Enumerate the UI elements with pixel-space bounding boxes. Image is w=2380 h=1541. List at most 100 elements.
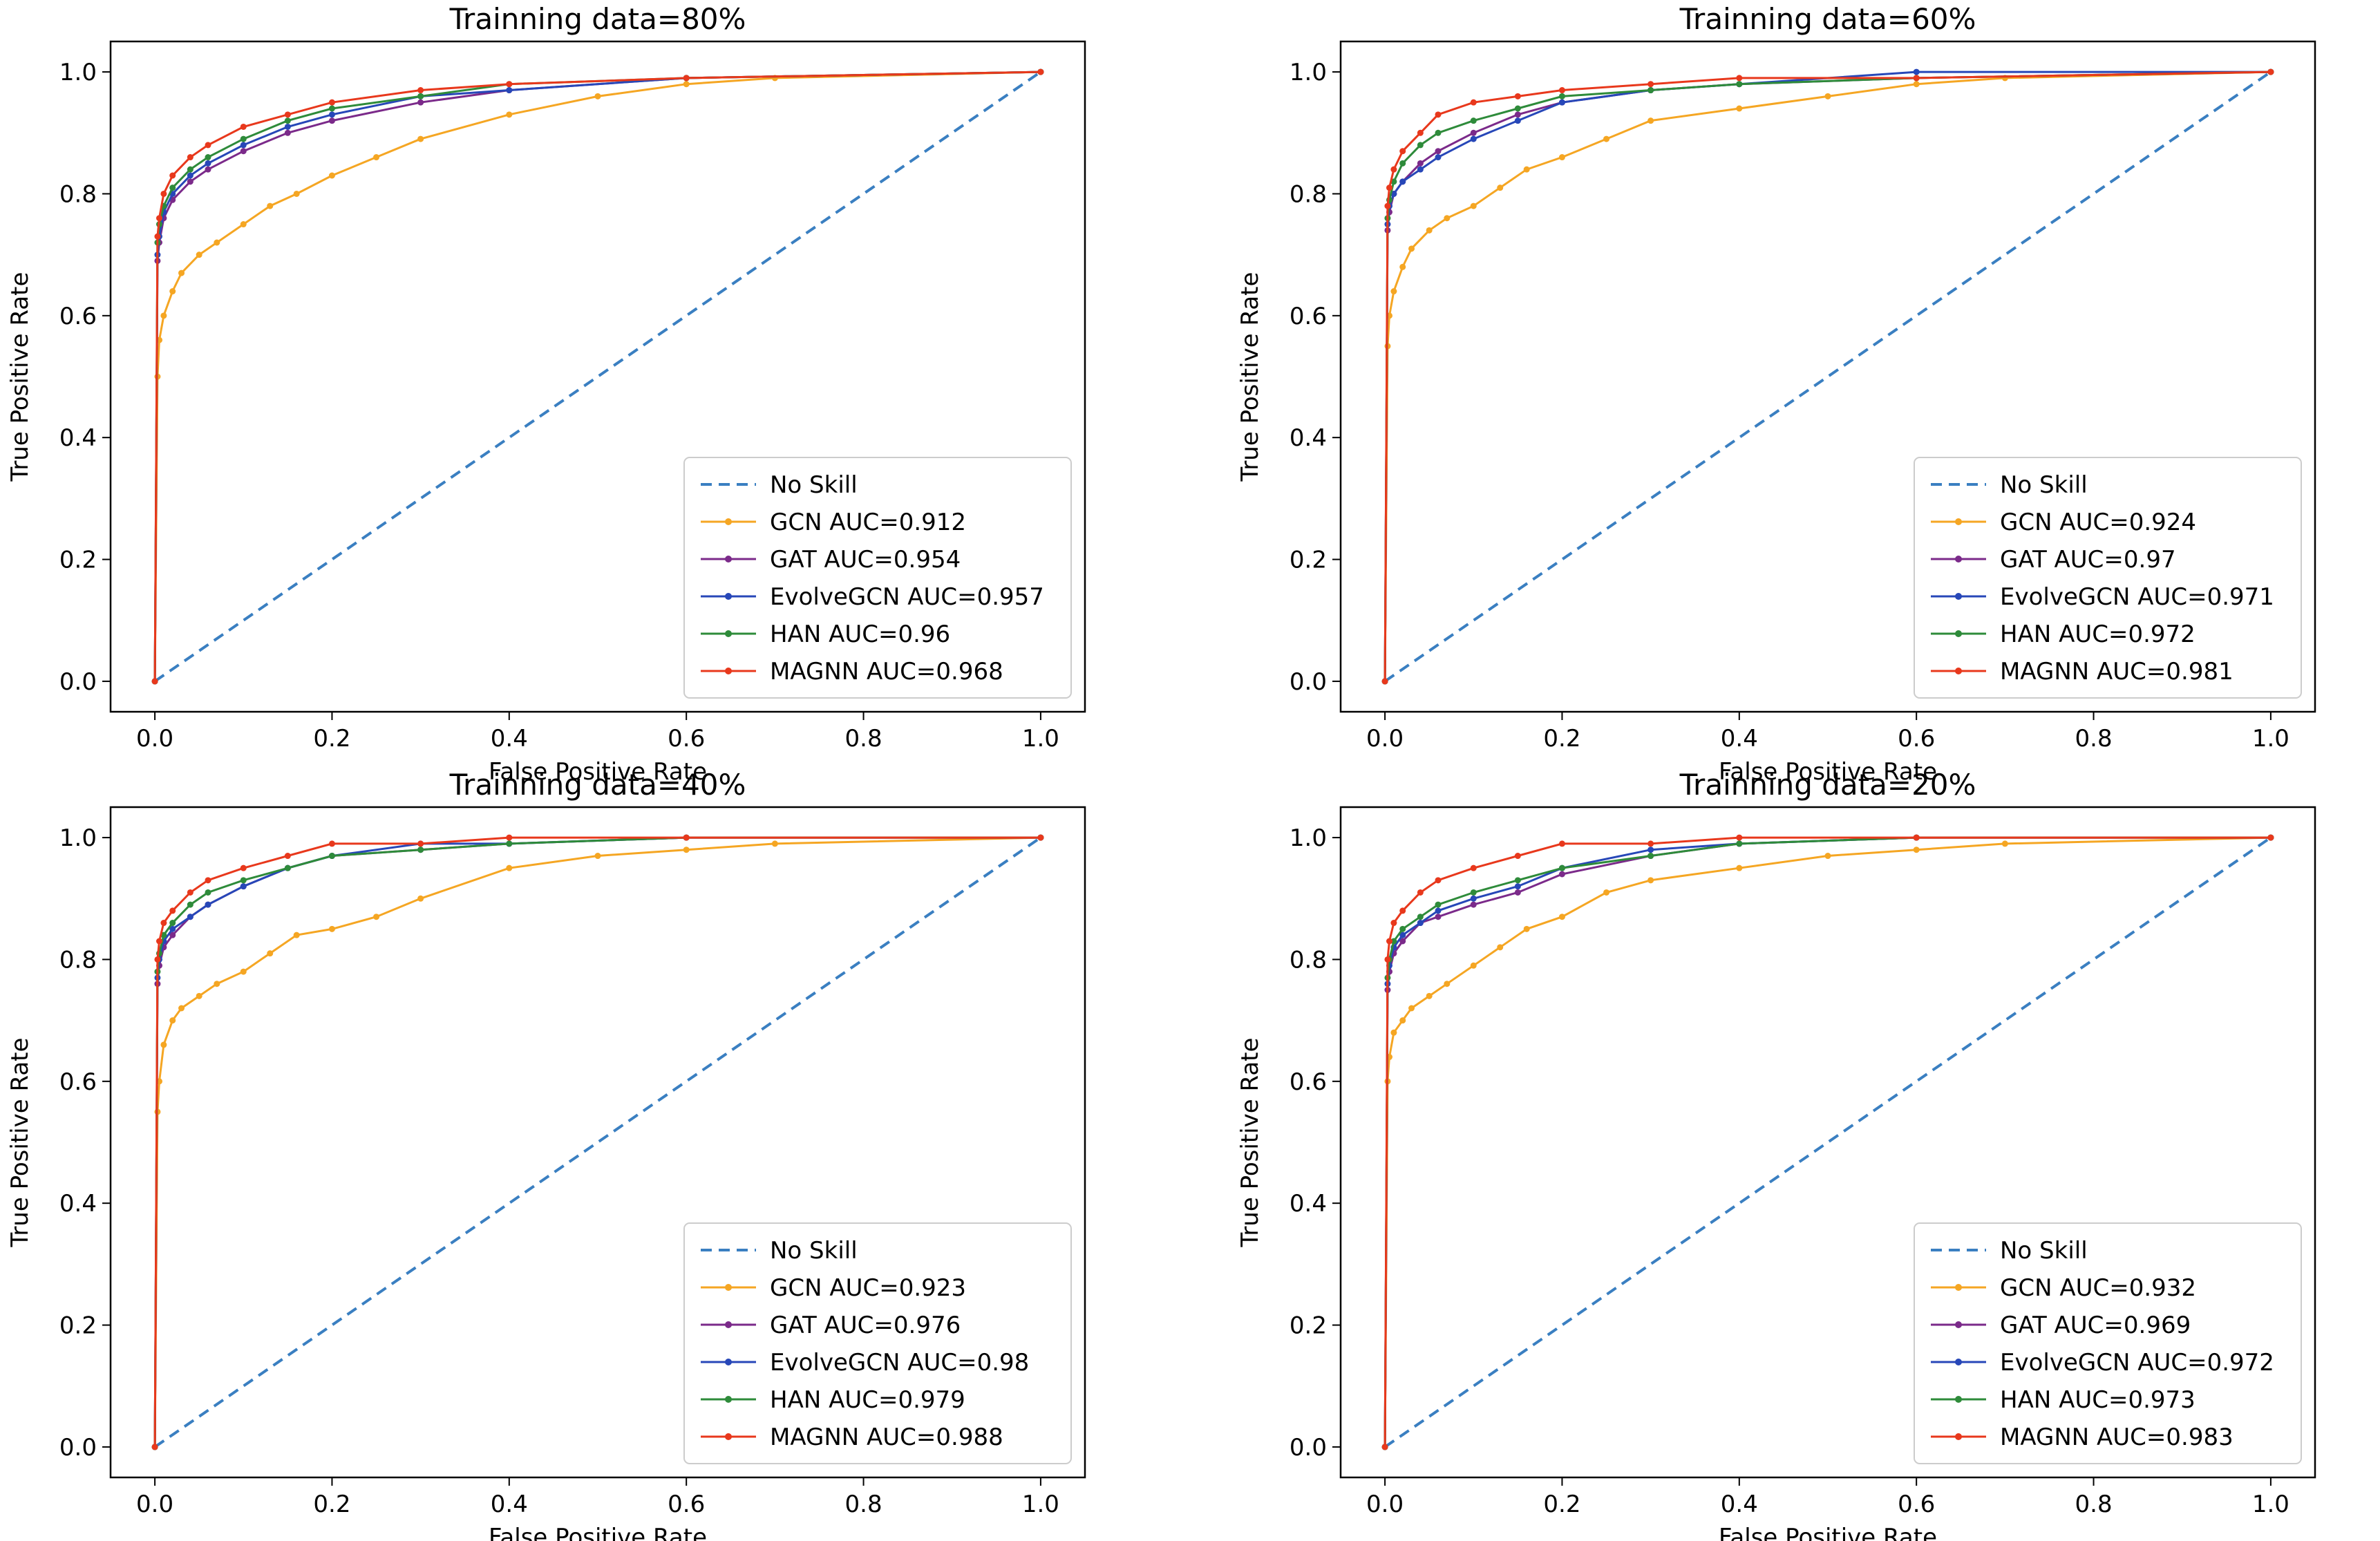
- legend-marker: [725, 1433, 732, 1440]
- legend-marker: [725, 593, 732, 600]
- series-point: [1514, 853, 1521, 860]
- x-tick-label: 0.4: [491, 1491, 528, 1518]
- series-point: [1514, 105, 1521, 112]
- plot-frame: [1339, 806, 2316, 1479]
- series-line-4: [153, 836, 1041, 1447]
- series-point: [417, 840, 424, 847]
- series-point: [240, 123, 247, 130]
- series-line-3: [153, 70, 1041, 681]
- legend-marker: [1955, 630, 1962, 637]
- legend-box: [1914, 457, 2302, 699]
- legend-marker: [725, 1396, 732, 1403]
- series-point: [196, 252, 202, 258]
- series-point: [156, 215, 162, 222]
- legend-marker: [725, 1359, 732, 1365]
- series-point: [2001, 840, 2008, 847]
- y-tick-label: 0.6: [1290, 1068, 1327, 1096]
- series-point: [205, 901, 211, 908]
- series-point: [594, 853, 601, 860]
- series-point: [328, 925, 335, 932]
- y-tick-label: 0.2: [1290, 1312, 1327, 1340]
- series-point: [1417, 129, 1424, 136]
- series-point: [169, 932, 176, 938]
- legend-label: MAGNN AUC=0.983: [2000, 1424, 2233, 1451]
- series-point: [1417, 914, 1424, 920]
- series-point: [151, 678, 158, 685]
- legend-marker: [1955, 1321, 1962, 1328]
- series-point: [1408, 245, 1415, 252]
- series-point: [417, 135, 424, 142]
- legend-label: MAGNN AUC=0.988: [770, 1424, 1003, 1451]
- chart-title: Trainning data=20%: [1679, 768, 1976, 802]
- series-point: [187, 889, 193, 896]
- legend-label: HAN AUC=0.972: [2000, 621, 2195, 648]
- series-point: [1558, 871, 1565, 878]
- series-point: [1435, 111, 1442, 118]
- x-tick-label: 1.0: [1022, 1491, 1059, 1518]
- legend-label: MAGNN AUC=0.981: [2000, 658, 2233, 686]
- series-point: [417, 99, 424, 106]
- series-point: [1417, 142, 1424, 149]
- legend-label: HAN AUC=0.973: [2000, 1386, 2195, 1414]
- series-point: [240, 142, 247, 149]
- series-point: [267, 202, 274, 209]
- series-point: [1384, 956, 1391, 963]
- x-tick-label: 0.8: [2075, 1491, 2113, 1518]
- chart-panel-1: Trainning data=60% False Positive Rate Tru…: [1236, 2, 2316, 786]
- series-point: [1470, 962, 1477, 969]
- legend-label: GCN AUC=0.932: [2000, 1274, 2196, 1302]
- series-point: [1647, 87, 1654, 94]
- series-point: [683, 81, 690, 88]
- series-point: [293, 190, 300, 197]
- series-point: [1435, 148, 1442, 155]
- legend-marker: [725, 1321, 732, 1328]
- x-tick-label: 1.0: [2252, 725, 2289, 753]
- series-point: [1390, 166, 1397, 173]
- series-point: [1647, 877, 1654, 884]
- series-point: [187, 166, 193, 173]
- legend-marker: [725, 556, 732, 562]
- series-point: [169, 172, 176, 179]
- series-point: [240, 221, 247, 228]
- series-point: [1603, 135, 1610, 142]
- series-point: [683, 75, 690, 82]
- y-tick-label: 0.6: [59, 303, 97, 330]
- x-tick-label: 0.2: [313, 1491, 350, 1518]
- series-point: [1913, 81, 1920, 88]
- legend-label: EvolveGCN AUC=0.972: [2000, 1349, 2274, 1377]
- x-axis-label: False Positive Rate: [489, 1524, 707, 1541]
- series-point: [205, 142, 211, 149]
- legend-label: GCN AUC=0.912: [770, 509, 966, 536]
- series-point: [284, 864, 291, 871]
- legend-marker: [1955, 518, 1962, 525]
- legend-label: GCN AUC=0.923: [770, 1274, 966, 1302]
- legend-label: No Skill: [2000, 1237, 2088, 1265]
- series-point: [1386, 938, 1392, 945]
- series-point: [160, 190, 167, 197]
- y-tick-label: 0.2: [1290, 547, 1327, 574]
- series-point: [1470, 864, 1477, 871]
- x-tick-label: 0.0: [136, 725, 173, 753]
- y-tick-label: 0.2: [59, 1312, 97, 1340]
- y-tick-label: 1.0: [59, 59, 97, 86]
- y-tick-label: 0.6: [1290, 303, 1327, 330]
- series-point: [196, 992, 202, 999]
- series-point: [205, 877, 211, 884]
- y-tick-label: 0.8: [1290, 946, 1327, 974]
- series-point: [1514, 889, 1521, 896]
- series-point: [1558, 93, 1565, 100]
- series-point: [1913, 847, 1920, 853]
- chart-title: Trainning data=60%: [1679, 2, 1976, 36]
- series-point: [1399, 263, 1406, 270]
- series-point: [169, 185, 176, 191]
- x-tick-label: 0.8: [2075, 725, 2113, 753]
- series-point: [1913, 834, 1920, 841]
- series-line-5: [1383, 836, 2271, 1447]
- legend-marker: [1955, 1359, 1962, 1365]
- series-point: [240, 883, 247, 890]
- y-tick-label: 0.8: [59, 946, 97, 974]
- series-point: [187, 914, 193, 920]
- series-point: [284, 111, 291, 118]
- x-axis-label: False Positive Rate: [1719, 758, 1937, 786]
- series-point: [328, 840, 335, 847]
